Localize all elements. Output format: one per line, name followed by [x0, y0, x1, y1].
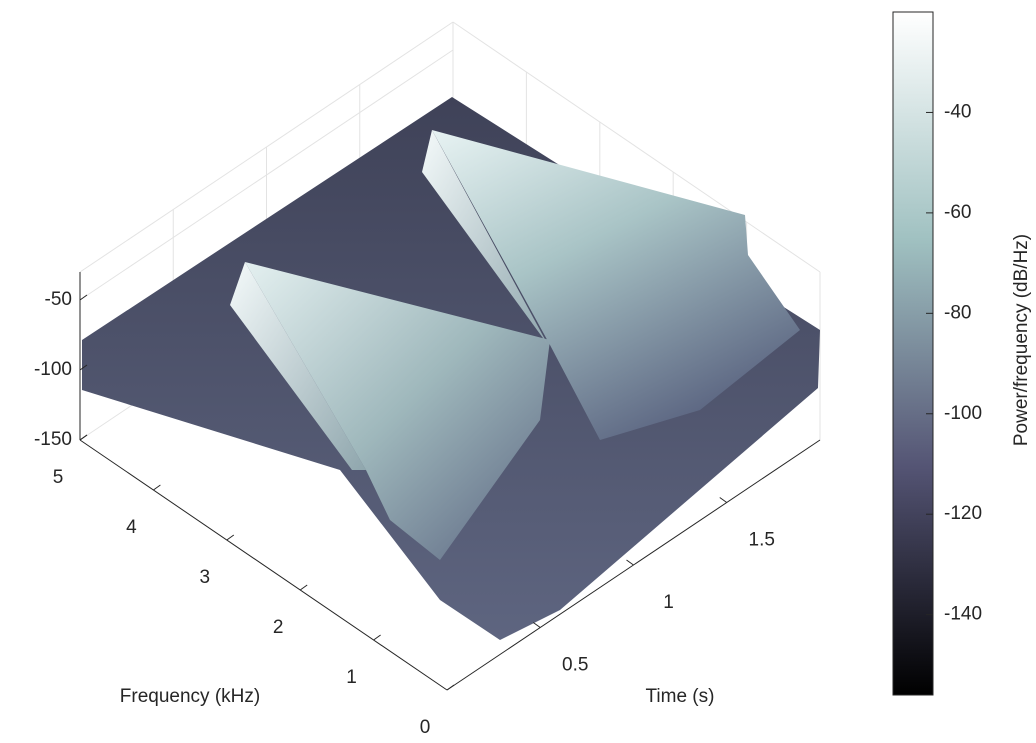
- surface-sheet: [245, 262, 550, 560]
- y-tick: [626, 559, 634, 566]
- x-tick: [373, 634, 381, 641]
- colorbar-tick-label: -80: [944, 302, 971, 323]
- x-tick: [299, 584, 308, 591]
- y-tick: [719, 497, 728, 503]
- surface-sheet: [230, 262, 366, 470]
- x-tick: [153, 484, 161, 491]
- x-tick-label: 4: [126, 517, 137, 538]
- y-axis-label: Time (s): [646, 686, 715, 707]
- surface: [82, 97, 820, 640]
- colorbar-tick-label: -140: [944, 604, 982, 625]
- colorbar-tick-label: -120: [944, 503, 982, 524]
- y-tick-label: 0.5: [562, 655, 588, 676]
- colorbar-tick-label: -40: [944, 101, 971, 122]
- z-tick: [79, 434, 88, 441]
- x-axis-label: Frequency (kHz): [120, 686, 260, 707]
- x-tick-label: 0: [420, 717, 431, 738]
- z-tick-label: -100: [34, 359, 72, 380]
- x-tick-label: 5: [53, 467, 64, 488]
- grid-line: [79, 49, 454, 301]
- x-tick: [226, 534, 235, 541]
- colorbar-tick-label: -100: [944, 403, 982, 424]
- colorbar: [892, 11, 934, 696]
- colorbar-label: Power/frequency (dB/Hz): [1011, 234, 1032, 446]
- surface-sheet: [422, 130, 548, 345]
- y-tick-label: 1.5: [749, 530, 775, 551]
- x-tick-label: 2: [273, 617, 284, 638]
- z-tick-label: -150: [34, 429, 72, 450]
- x-tick-label: 3: [200, 567, 211, 588]
- y-tick-label: 1: [663, 592, 674, 613]
- y-axis: [446, 439, 821, 691]
- x-axis: [79, 439, 448, 691]
- surface-sheet: [432, 130, 800, 440]
- z-tick-label: -50: [45, 289, 72, 310]
- z-tick: [79, 294, 88, 301]
- z-tick: [79, 364, 88, 371]
- x-tick-label: 1: [346, 667, 357, 688]
- y-tick: [532, 622, 541, 628]
- colorbar-tick-label: -60: [944, 202, 971, 223]
- box-edge: [452, 21, 821, 273]
